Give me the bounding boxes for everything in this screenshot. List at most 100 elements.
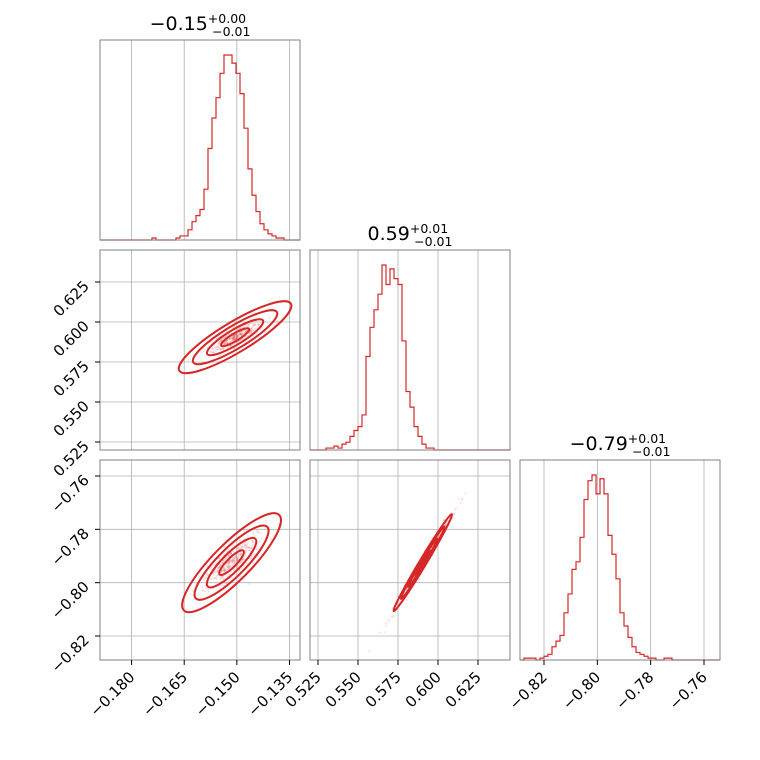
sample-point: [224, 581, 227, 584]
sample-point: [224, 567, 227, 570]
sample-point: [219, 576, 222, 579]
sample-point: [242, 557, 245, 561]
sample-point: [444, 523, 448, 526]
sample-point: [225, 330, 228, 333]
sample-point: [236, 335, 239, 338]
sample-point: [236, 555, 239, 558]
histogram-panel-1: [310, 250, 510, 451]
sample-point: [233, 559, 236, 562]
sample-point: [228, 559, 232, 562]
sample-point: [250, 328, 253, 331]
sample-point: [223, 342, 226, 345]
sample-point: [224, 569, 227, 572]
sample-point: [232, 568, 236, 571]
sample-point: [256, 548, 259, 551]
sample-point: [232, 561, 235, 564]
sample-point: [191, 590, 194, 593]
title-value-2: −0.79: [570, 433, 628, 455]
sample-point: [240, 544, 243, 547]
sample-point: [227, 566, 231, 570]
sample-point: [234, 555, 237, 558]
sample-point: [201, 589, 204, 593]
scatter-panel-0-2-frame: [99, 459, 301, 661]
sample-point: [230, 561, 234, 564]
y-tick-label-p1-2: 0.575: [50, 357, 93, 400]
sample-point: [233, 334, 236, 337]
sample-point: [249, 329, 252, 332]
y-tick-label-p2-2: −0.78: [48, 524, 93, 569]
title-value-0: −0.15: [150, 13, 208, 35]
sample-point: [221, 347, 224, 350]
sample-point: [418, 577, 421, 580]
sample-point: [233, 561, 236, 564]
sample-point: [212, 351, 215, 354]
sample-point: [236, 558, 239, 561]
sample-point: [214, 571, 217, 574]
sample-point: [230, 337, 233, 340]
sample-point: [243, 543, 246, 547]
sample-point: [228, 565, 231, 568]
sample-point: [222, 577, 225, 581]
sample-point: [225, 565, 228, 568]
sample-point: [223, 568, 227, 571]
sample-point: [235, 336, 239, 339]
sample-point: [227, 565, 230, 569]
sample-point: [230, 560, 234, 563]
sample-point: [248, 323, 251, 326]
sample-point: [246, 549, 249, 552]
sample-point: [223, 569, 226, 572]
sample-point: [226, 341, 229, 345]
sample-point: [442, 519, 445, 522]
sample-point: [240, 332, 244, 335]
sample-point: [221, 575, 224, 578]
sample-point: [391, 616, 394, 619]
sample-point: [244, 541, 247, 545]
sample-point: [245, 544, 248, 547]
sample-point: [230, 559, 234, 562]
sample-point: [226, 341, 230, 345]
sample-point: [220, 338, 223, 341]
sample-point: [221, 568, 225, 571]
sample-point: [225, 340, 228, 343]
y-tick-label-p1-1: 0.550: [50, 397, 93, 440]
title-plus-1: +0.01: [410, 221, 448, 236]
sample-point: [249, 329, 253, 332]
sample-point: [237, 335, 240, 338]
sample-point: [222, 589, 225, 592]
sample-point: [240, 334, 243, 337]
sample-point: [248, 331, 251, 334]
sample-point: [232, 337, 235, 340]
sample-point: [249, 557, 252, 560]
sample-point: [206, 588, 210, 591]
sample-point: [253, 535, 256, 538]
contour-level-1: [205, 318, 265, 357]
sample-point: [236, 335, 239, 338]
sample-point: [218, 347, 221, 350]
sample-point: [244, 549, 247, 552]
sample-point: [251, 540, 254, 543]
sample-point: [246, 542, 250, 545]
sample-point: [228, 554, 231, 557]
sample-point: [236, 341, 239, 344]
sample-point: [239, 553, 242, 556]
sample-point: [232, 336, 236, 339]
sample-point: [246, 569, 249, 572]
sample-point: [249, 328, 253, 332]
sample-point: [214, 348, 217, 351]
histogram-panel-2-frame: [519, 459, 721, 661]
sample-point: [226, 561, 230, 564]
sample-point: [239, 333, 242, 336]
histogram-panel-2: [520, 460, 720, 661]
sample-point: [204, 589, 207, 593]
sample-point: [238, 547, 241, 551]
sample-point: [206, 564, 209, 567]
title-plus-0: +0.00: [208, 11, 246, 26]
sample-point: [388, 618, 391, 621]
sample-point: [216, 348, 219, 351]
sample-point: [226, 564, 230, 567]
sample-point: [204, 576, 208, 579]
title-param-2: −0.79+0.01 −0.01: [570, 431, 671, 459]
sample-point: [227, 560, 230, 564]
sample-point: [460, 497, 464, 500]
